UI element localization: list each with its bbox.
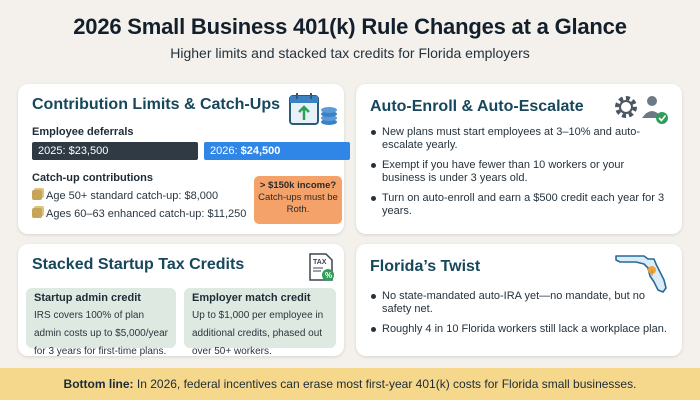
list-item: No state-mandated auto-IRA yet—no mandat… xyxy=(370,290,670,316)
svg-text:TAX: TAX xyxy=(313,259,327,266)
bottom-line-text: In 2026, federal incentives can erase mo… xyxy=(133,377,637,391)
tax-document-icon: TAX % xyxy=(309,253,334,281)
catchup-row-60-63: Ages 60–63 enhanced catch-up: $11,250 xyxy=(32,208,246,220)
startup-credits-title: Stacked Startup Tax Credits xyxy=(32,256,245,273)
coin-stack-icon xyxy=(32,190,42,200)
admin-credit-body: IRS covers 100% of plan admin costs up t… xyxy=(34,310,168,357)
catchup-row-text: Age 50+ standard catch-up: $8,000 xyxy=(46,190,219,202)
florida-card: Florida’s Twist No state-mandated auto-I… xyxy=(356,244,682,356)
list-item: Turn on auto-enroll and earn a $500 cred… xyxy=(370,192,670,218)
catchup-label: Catch-up contributions xyxy=(32,172,153,184)
gear-user-check-icon xyxy=(615,96,668,124)
deferral-bar-2026: 2026: $24,500 xyxy=(204,142,350,160)
florida-list: No state-mandated auto-IRA yet—no mandat… xyxy=(370,290,670,343)
florida-title: Florida’s Twist xyxy=(370,258,481,275)
bottom-line-label: Bottom line: xyxy=(63,377,134,391)
page-title: 2026 Small Business 401(k) Rule Changes … xyxy=(73,14,627,39)
contribution-limits-title: Contribution Limits & Catch-Ups xyxy=(32,96,280,113)
match-credit-box: Employer match credit Up to $1,000 per e… xyxy=(184,288,336,357)
bottom-line-banner: Bottom line: In 2026, federal incentives… xyxy=(0,368,700,400)
list-item: Exempt if you have fewer than 10 workers… xyxy=(370,159,670,185)
roth-callout: > $150k income? Catch-ups must be Roth. xyxy=(254,176,342,224)
list-item: Roughly 4 in 10 Florida workers still la… xyxy=(370,323,670,336)
roth-callout-title: > $150k income? xyxy=(259,180,337,191)
bar-2026-prefix: 2026: xyxy=(210,145,241,157)
coin-stack-icon xyxy=(32,208,42,218)
calendar-coins-icon xyxy=(289,93,337,125)
svg-text:%: % xyxy=(325,271,332,280)
match-credit-title: Employer match credit xyxy=(192,292,311,304)
page-subtitle: Higher limits and stacked tax credits fo… xyxy=(170,45,530,61)
admin-credit-title: Startup admin credit xyxy=(34,292,141,304)
catchup-row-text: Ages 60–63 enhanced catch-up: $11,250 xyxy=(46,208,247,220)
employee-deferrals-label: Employee deferrals xyxy=(32,126,134,138)
auto-enroll-card: Auto-Enroll & Auto-Escalate New plans mu… xyxy=(356,84,682,234)
florida-map-icon xyxy=(615,255,667,293)
match-credit-body: Up to $1,000 per employee in additional … xyxy=(192,310,324,357)
auto-enroll-title: Auto-Enroll & Auto-Escalate xyxy=(370,98,584,115)
catchup-row-50: Age 50+ standard catch-up: $8,000 xyxy=(32,190,218,202)
list-item: New plans must start employees at 3–10% … xyxy=(370,126,670,152)
roth-callout-body: Catch-ups must be Roth. xyxy=(258,192,338,215)
auto-enroll-list: New plans must start employees at 3–10% … xyxy=(370,126,670,225)
bar-2026-value: $24,500 xyxy=(240,145,281,157)
admin-credit-box: Startup admin credit IRS covers 100% of … xyxy=(26,288,176,357)
contribution-limits-card: Contribution Limits & Catch-Ups Employee… xyxy=(18,84,350,234)
startup-credits-card: Stacked Startup Tax Credits TAX % Startu… xyxy=(18,244,344,357)
deferral-bar-2025: 2025: $23,500 xyxy=(32,142,198,160)
